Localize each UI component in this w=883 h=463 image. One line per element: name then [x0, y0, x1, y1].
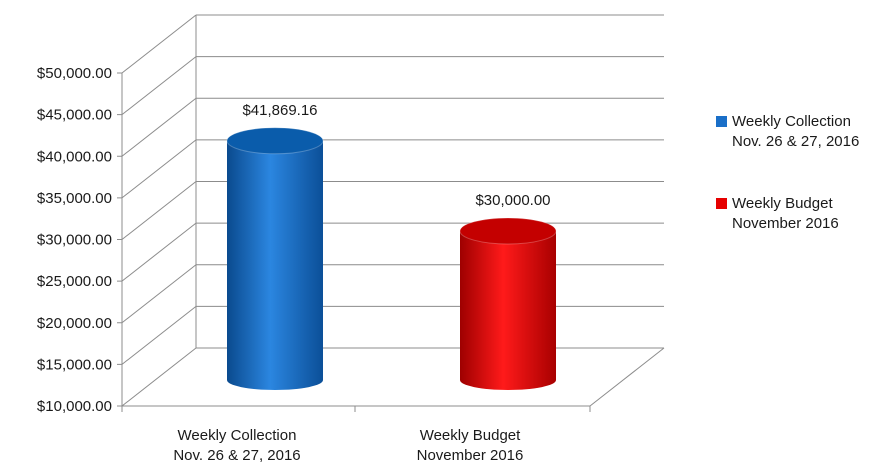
y-tick-label: $15,000.00	[37, 356, 112, 373]
gridline-diagonal	[121, 56, 197, 116]
legend-swatch-collection	[716, 116, 727, 127]
data-label: $41,869.16	[242, 102, 317, 119]
y-tick-label: $35,000.00	[37, 190, 112, 207]
x-tick-label: Weekly Collection Nov. 26 & 27, 2016	[173, 427, 300, 463]
bar-top	[459, 217, 557, 245]
legend-swatch-budget	[716, 198, 727, 209]
y-tick-label: $10,000.00	[37, 398, 112, 415]
y-tick-label: $50,000.00	[37, 65, 112, 82]
legend-label-budget: Weekly Budget November 2016	[732, 195, 839, 232]
bar-body	[460, 231, 556, 390]
gridline-diagonal	[121, 139, 197, 199]
legend-item: Weekly Collection Nov. 26 & 27, 2016	[716, 112, 881, 154]
data-label: $30,000.00	[475, 192, 550, 209]
y-tick-label: $30,000.00	[37, 232, 112, 249]
y-tick-label: $25,000.00	[37, 273, 112, 290]
legend-item: Weekly Budget November 2016	[716, 194, 881, 236]
bar-budget	[459, 217, 557, 390]
legend-label-collection: Weekly Collection Nov. 26 & 27, 2016	[732, 113, 860, 150]
bar-collection	[226, 127, 324, 390]
y-tick-label: $45,000.00	[37, 107, 112, 124]
y-tick-label: $40,000.00	[37, 148, 112, 165]
x-tick-label: Weekly Budget November 2016	[417, 427, 524, 463]
floor-edge	[589, 347, 665, 407]
gridline-diagonal	[121, 222, 197, 282]
legend: Weekly Collection Nov. 26 & 27, 2016 Wee…	[716, 112, 881, 236]
bar-top	[226, 127, 324, 155]
axes	[117, 72, 665, 412]
gridline-diagonal	[121, 181, 197, 240]
gridline-diagonal	[121, 97, 197, 157]
bars	[226, 127, 557, 390]
gridlines	[121, 14, 664, 407]
labels: $10,000.00 $15,000.00 $20,000.00 $25,000.00…	[37, 65, 551, 463]
gridline-diagonal	[121, 14, 197, 74]
gridline-diagonal	[121, 264, 197, 324]
gridline-diagonal	[121, 347, 197, 407]
y-tick-label: $20,000.00	[37, 315, 112, 332]
bar-body	[227, 140, 323, 390]
gridline-diagonal	[121, 305, 197, 365]
